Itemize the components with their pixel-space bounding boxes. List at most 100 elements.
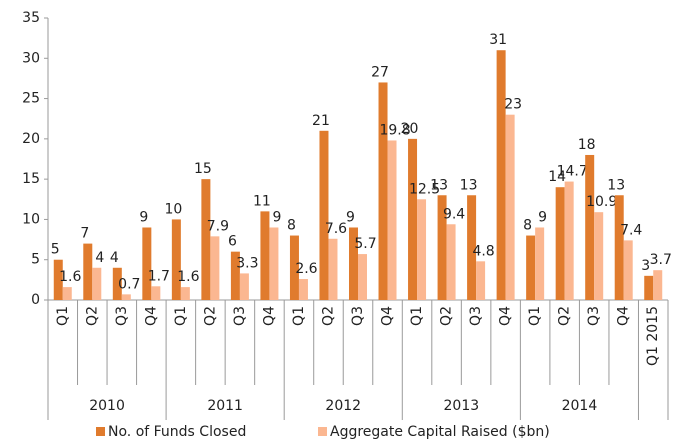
bar — [62, 287, 72, 300]
y-tick-label: 5 — [31, 252, 40, 268]
bar — [83, 243, 93, 300]
x-tick-label: Q1 2015 — [645, 306, 661, 366]
bar — [555, 187, 565, 300]
value-label: 5 — [51, 242, 60, 258]
bar — [476, 261, 486, 300]
value-label: 7.9 — [207, 218, 229, 234]
bar — [269, 227, 279, 300]
bar — [289, 235, 299, 300]
x-tick-label: Q2 — [320, 306, 336, 326]
group-label: 2014 — [562, 398, 598, 414]
value-label: 6 — [228, 234, 237, 250]
value-label: 21 — [312, 113, 330, 129]
x-tick-label: Q3 — [586, 306, 602, 326]
value-label: 15 — [194, 161, 212, 177]
value-label: 0.7 — [118, 276, 140, 292]
bar — [260, 211, 270, 300]
bar — [378, 82, 388, 300]
legend-swatch — [96, 427, 105, 436]
group-label: 2013 — [444, 398, 480, 414]
bar — [585, 154, 595, 300]
bar — [387, 140, 397, 300]
bar — [319, 130, 329, 300]
value-label: 19.8 — [379, 122, 410, 138]
bar — [358, 254, 367, 300]
x-tick-label: Q4 — [616, 306, 632, 326]
bar — [180, 287, 190, 300]
bar — [408, 138, 418, 300]
value-label: 20 — [401, 121, 419, 137]
value-label: 9 — [139, 209, 148, 225]
bar — [142, 227, 152, 300]
bar — [644, 275, 654, 300]
value-label: 3.7 — [650, 252, 672, 268]
value-label: 10.9 — [586, 194, 617, 210]
value-label: 13 — [607, 177, 625, 193]
bar — [496, 50, 506, 300]
bar — [92, 267, 102, 300]
value-label: 1.6 — [177, 269, 199, 285]
x-tick-label: Q1 — [55, 306, 71, 326]
bar — [151, 286, 161, 300]
bar — [535, 227, 545, 300]
value-label: 14 — [548, 169, 566, 185]
x-tick-label: Q1 — [527, 306, 543, 326]
x-tick-label: Q4 — [261, 306, 277, 326]
bar — [349, 227, 358, 300]
bar — [446, 224, 456, 300]
y-tick-label: 10 — [22, 211, 40, 227]
value-label: 5.7 — [354, 236, 376, 252]
bar — [594, 212, 604, 300]
bar — [298, 279, 308, 300]
bar — [210, 236, 220, 300]
bar — [171, 219, 181, 300]
value-label: 9.4 — [443, 206, 465, 222]
value-label: 1.7 — [148, 268, 170, 284]
x-tick-label: Q3 — [114, 306, 130, 326]
bar — [239, 273, 249, 300]
y-tick-label: 30 — [22, 50, 40, 66]
value-label: 11 — [253, 193, 271, 209]
legend-swatch — [318, 427, 327, 436]
value-label: 4.8 — [472, 243, 494, 259]
value-label: 1.6 — [59, 269, 81, 285]
group-label: 2010 — [89, 398, 125, 414]
y-tick-label: 0 — [31, 292, 40, 308]
x-tick-label: Q1 — [173, 306, 189, 326]
x-tick-label: Q3 — [350, 306, 366, 326]
x-tick-label: Q2 — [557, 306, 573, 326]
value-label: 13 — [460, 177, 478, 193]
value-label: 4 — [110, 250, 119, 266]
x-tick-label: Q2 — [439, 306, 455, 326]
value-label: 23 — [504, 97, 522, 113]
value-label: 8 — [287, 218, 296, 234]
value-label: 9 — [346, 209, 355, 225]
value-label: 18 — [578, 137, 596, 153]
bar — [505, 114, 515, 300]
value-label: 8 — [523, 218, 532, 234]
value-label: 14.7 — [557, 164, 588, 180]
x-tick-label: Q3 — [468, 306, 484, 326]
bar — [653, 270, 663, 300]
value-label: 9 — [272, 209, 281, 225]
bar — [614, 195, 624, 300]
x-tick-label: Q4 — [143, 306, 159, 326]
bar — [121, 294, 131, 300]
x-tick-label: Q3 — [232, 306, 248, 326]
y-tick-label: 25 — [22, 91, 40, 107]
x-tick-label: Q2 — [84, 306, 100, 326]
x-tick-label: Q1 — [409, 306, 425, 326]
value-label: 9 — [538, 209, 547, 225]
value-label: 12.5 — [409, 181, 440, 197]
x-tick-label: Q4 — [498, 306, 514, 326]
bar — [526, 235, 536, 300]
value-label: 10 — [164, 201, 182, 217]
bar — [230, 251, 240, 300]
x-tick-label: Q1 — [291, 306, 307, 326]
bar — [417, 199, 427, 300]
bar — [467, 195, 477, 300]
y-tick-label: 15 — [22, 171, 40, 187]
value-label: 13 — [430, 177, 448, 193]
bar — [437, 195, 447, 300]
